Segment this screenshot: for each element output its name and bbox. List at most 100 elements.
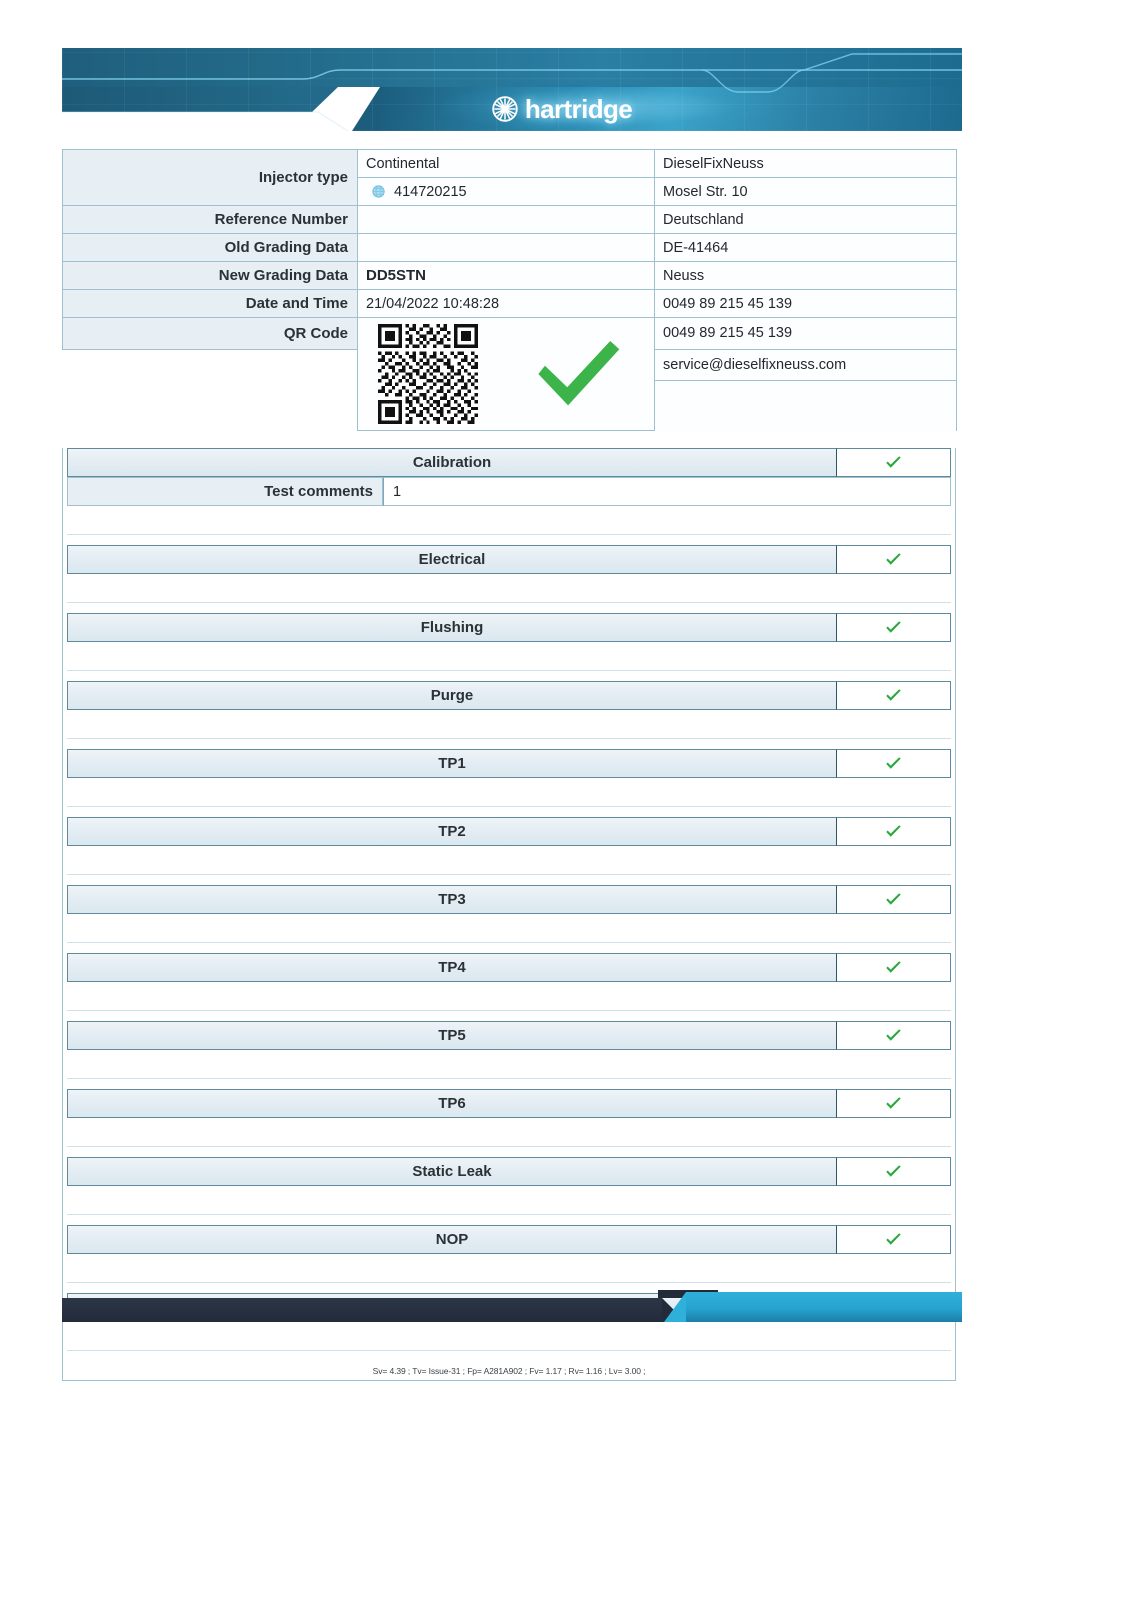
check-icon xyxy=(886,1164,901,1177)
test-section-nop[interactable]: NOP xyxy=(63,1225,955,1254)
injector-info-table: Injector type Continental DieselFixNeuss xyxy=(62,149,957,431)
green-check-icon xyxy=(538,340,620,406)
table-row: Reference Number Deutschland xyxy=(62,205,957,234)
test-section-flushing[interactable]: Flushing xyxy=(63,613,955,642)
gap-row xyxy=(63,603,955,613)
table-row: Old Grading Data DE-41464 xyxy=(62,233,957,262)
test-section-tp1[interactable]: TP1 xyxy=(63,749,955,778)
label-old-grading-data: Old Grading Data xyxy=(62,233,358,262)
test-section-purge[interactable]: Purge xyxy=(63,681,955,710)
gap-row xyxy=(63,535,955,545)
table-row: New Grading Data DD5STN Neuss xyxy=(62,261,957,290)
section-status-pass xyxy=(837,613,951,642)
gap-row xyxy=(63,1215,955,1225)
spacer-row xyxy=(67,914,951,943)
gap-row xyxy=(63,807,955,817)
table-row: Injector type Continental DieselFixNeuss xyxy=(62,149,957,206)
section-status-pass xyxy=(837,1089,951,1118)
empty-contact-cell xyxy=(654,380,957,431)
value-customer-city: Neuss xyxy=(654,261,957,290)
value-date-and-time: 21/04/2022 10:48:28 xyxy=(357,289,655,318)
gap-row xyxy=(63,1011,955,1021)
check-icon xyxy=(886,960,901,973)
gap-row xyxy=(63,1079,955,1089)
value-injector-manufacturer: Continental xyxy=(357,149,655,178)
section-status-pass xyxy=(837,817,951,846)
spacer-row xyxy=(67,506,951,535)
test-section-tp2[interactable]: TP2 xyxy=(63,817,955,846)
test-section-tp6[interactable]: TP6 xyxy=(63,1089,955,1118)
test-section-calibration[interactable]: Calibration xyxy=(63,448,955,477)
section-title: TP6 xyxy=(67,1089,837,1118)
spacer-row xyxy=(67,846,951,875)
check-icon xyxy=(886,756,901,769)
spacer-row xyxy=(67,1050,951,1079)
check-icon xyxy=(886,455,901,468)
test-section-tp5[interactable]: TP5 xyxy=(63,1021,955,1050)
section-title: Purge xyxy=(67,681,837,710)
value-injector-number: 414720215 xyxy=(394,183,467,200)
hartridge-wheel-icon xyxy=(492,96,518,122)
empty-label-cell xyxy=(63,349,358,381)
header-upper-band xyxy=(62,48,962,87)
section-title: Calibration xyxy=(67,448,837,477)
spacer-row xyxy=(67,1118,951,1147)
section-status-pass xyxy=(837,545,951,574)
brand-logo: hartridge xyxy=(437,88,687,130)
spacer-row xyxy=(67,574,951,603)
section-title: TP5 xyxy=(67,1021,837,1050)
section-status-pass xyxy=(837,1021,951,1050)
table-row: Date and Time 21/04/2022 10:48:28 0049 8… xyxy=(62,289,957,318)
section-title: TP2 xyxy=(67,817,837,846)
value-customer-street: Mosel Str. 10 xyxy=(654,177,957,206)
header-lower-left-band xyxy=(62,87,338,112)
gap-row xyxy=(63,739,955,749)
spacer-row xyxy=(67,982,951,1011)
test-comments-row[interactable]: Test comments 1 xyxy=(67,477,951,506)
label-injector-type: Injector type xyxy=(62,149,358,206)
gap-row xyxy=(63,875,955,885)
gap-row xyxy=(63,1283,955,1293)
section-status-pass xyxy=(837,885,951,914)
footer-banner xyxy=(62,1282,962,1322)
value-customer-name: DieselFixNeuss xyxy=(654,149,957,178)
test-sections-host: Electrical Flushing Purge TP1 TP2 TP3 TP4 TP5 TP… xyxy=(63,545,955,1361)
spacer-row xyxy=(67,710,951,739)
check-icon xyxy=(886,892,901,905)
section-status-pass xyxy=(837,448,951,477)
label-qr-code: QR Code xyxy=(62,317,358,350)
label-new-grading-data: New Grading Data xyxy=(62,261,358,290)
spacer-row xyxy=(67,1254,951,1283)
test-section-tp3[interactable]: TP3 xyxy=(63,885,955,914)
value-injector-number-cell: 414720215 xyxy=(357,177,655,206)
value-customer-phone-2: 0049 89 215 45 139 xyxy=(654,317,957,350)
test-section-electrical[interactable]: Electrical xyxy=(63,545,955,574)
value-old-grading-data xyxy=(357,233,655,262)
header-banner: hartridge xyxy=(62,48,962,131)
table-row: service@dieselfixneuss.com xyxy=(63,348,957,382)
check-icon xyxy=(886,1028,901,1041)
section-title: Flushing xyxy=(67,613,837,642)
gap-row xyxy=(63,943,955,953)
test-results-block: Calibration Test comments 1 Electrical Fl… xyxy=(62,448,956,1381)
test-section-static-leak[interactable]: Static Leak xyxy=(63,1157,955,1186)
footer-dark-band xyxy=(62,1298,686,1322)
section-status-pass xyxy=(837,1225,951,1254)
test-comments-value[interactable]: 1 xyxy=(383,477,951,506)
qr-code-cell xyxy=(357,317,655,431)
test-section-tp4[interactable]: TP4 xyxy=(63,953,955,982)
report-footer-note: Sv= 4.39 ; Tv= Issue-31 ; Fp= A281A902 ;… xyxy=(372,1366,646,1376)
qr-code-image xyxy=(378,324,478,424)
check-icon xyxy=(886,1232,901,1245)
value-new-grading-data: DD5STN xyxy=(357,261,655,290)
section-title: TP4 xyxy=(67,953,837,982)
label-date-and-time: Date and Time xyxy=(62,289,358,318)
globe-icon xyxy=(372,185,385,198)
section-status-pass xyxy=(837,681,951,710)
section-status-pass xyxy=(837,953,951,982)
table-row: QR Code xyxy=(62,317,957,431)
gap-row xyxy=(63,1351,955,1361)
table-row: 414720215 Mosel Str. 10 xyxy=(63,177,957,206)
table-row xyxy=(63,380,957,431)
